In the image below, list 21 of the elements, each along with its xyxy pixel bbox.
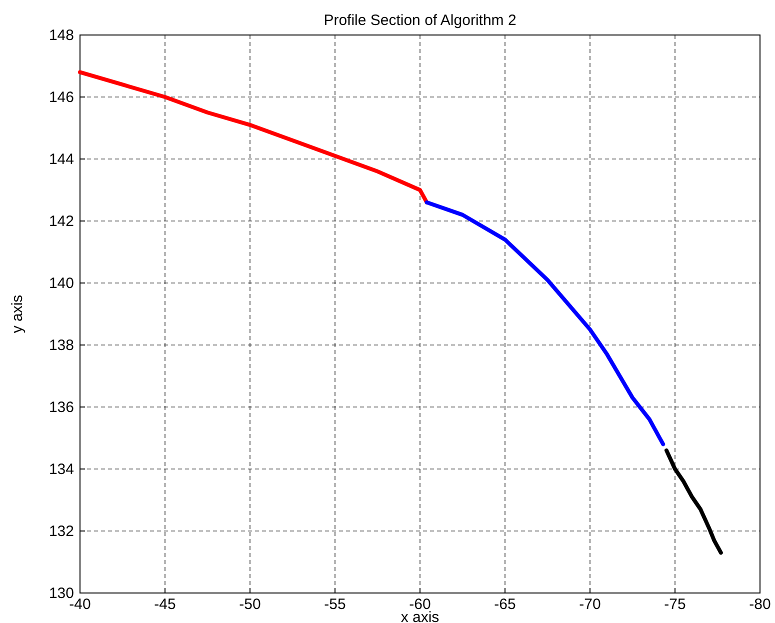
y-tick-label: 148	[48, 27, 74, 44]
x-tick-label: -45	[154, 596, 176, 613]
chart-title: Profile Section of Algorithm 2	[324, 12, 516, 29]
y-tick-label: 140	[48, 275, 74, 292]
y-tick-label: 132	[48, 523, 74, 540]
x-tick-label: -80	[749, 596, 771, 613]
y-tick-label: 136	[48, 399, 74, 416]
x-tick-label: -70	[579, 596, 601, 613]
y-tick-label: 144	[48, 151, 74, 168]
x-tick-label: -75	[664, 596, 686, 613]
y-tick-label: 130	[48, 585, 74, 602]
line-series	[78, 70, 429, 204]
y-tick-label: 142	[48, 213, 74, 230]
x-tick-label: -65	[494, 596, 516, 613]
y-axis-title: y axis	[9, 294, 26, 334]
y-tick-label: 134	[48, 461, 74, 478]
y-tick-label: 138	[48, 337, 74, 354]
x-tick-label: -55	[324, 596, 346, 613]
x-tick-label: -50	[239, 596, 261, 613]
y-tick-label: 146	[48, 89, 74, 106]
line-series	[424, 200, 666, 446]
